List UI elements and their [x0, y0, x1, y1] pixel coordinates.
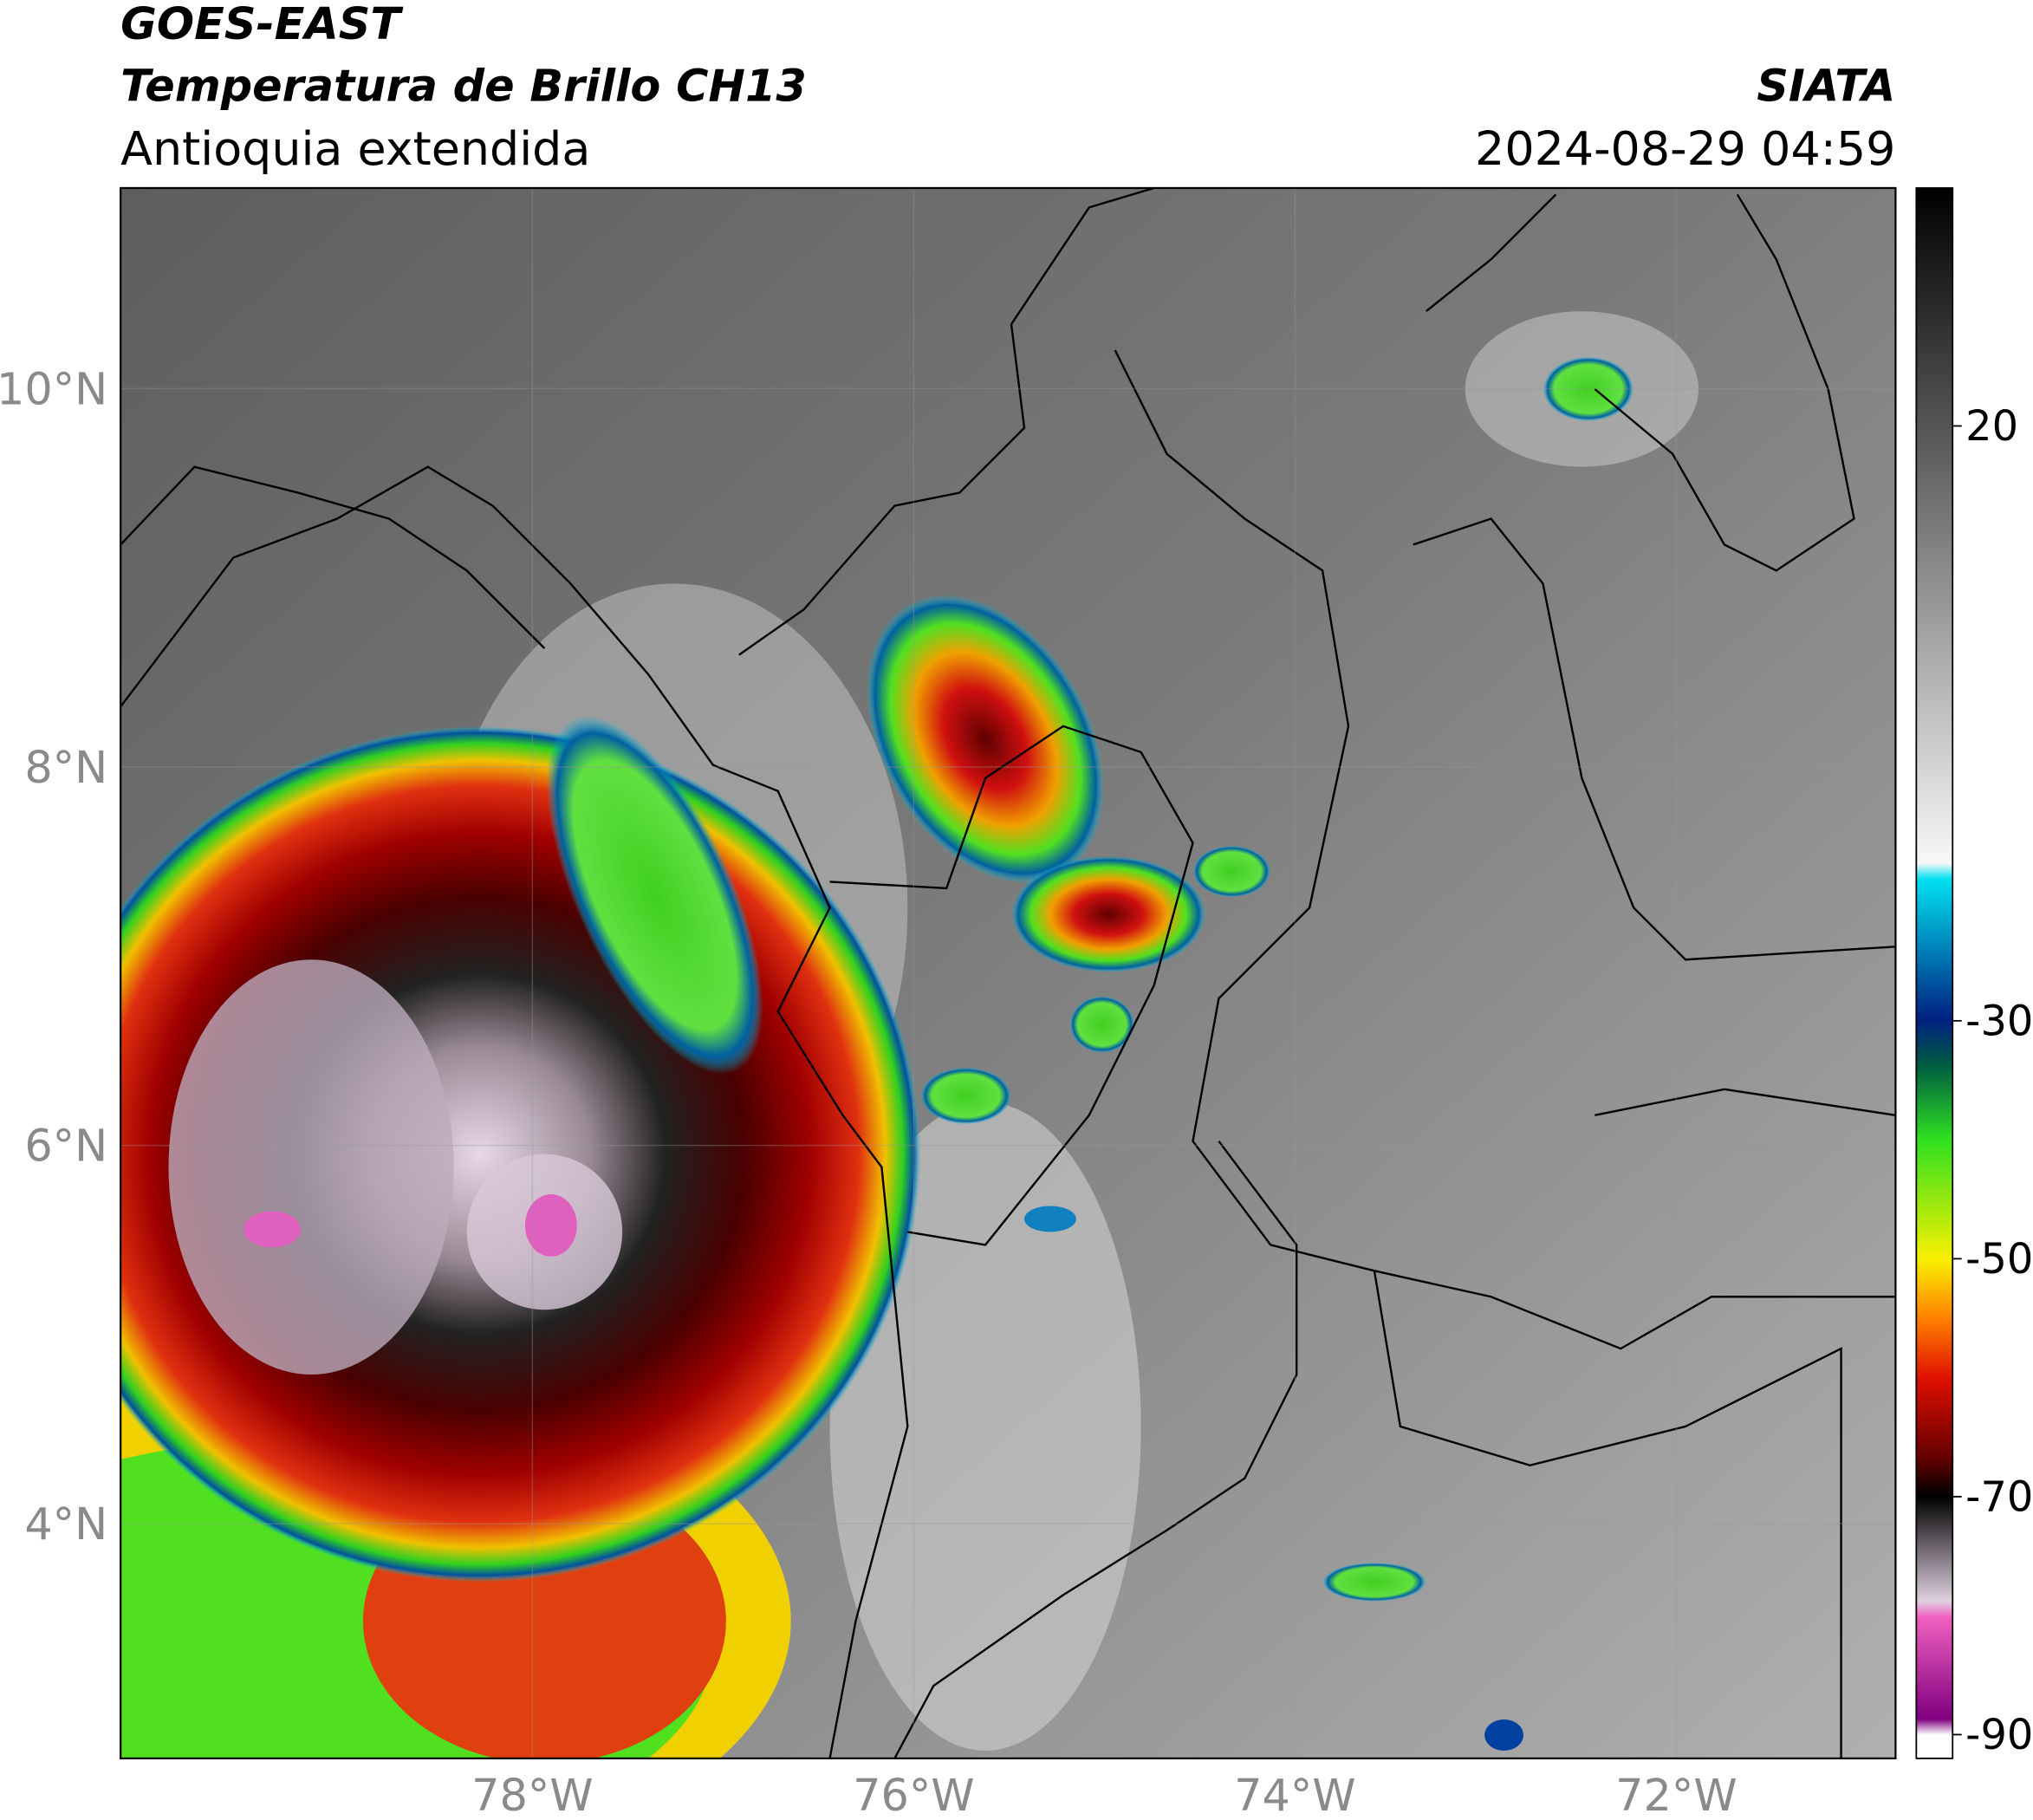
x-tick-label: 78°W — [471, 1770, 593, 1820]
x-tick-label: 74°W — [1234, 1770, 1355, 1820]
colorbar-tick-label: -50 — [1965, 1236, 2033, 1284]
y-tick-label: 6°N — [24, 1121, 107, 1172]
map-frame — [120, 186, 1897, 1760]
x-tick-label: 72°W — [1615, 1770, 1737, 1820]
y-tick-label: 4°N — [24, 1498, 107, 1550]
source-label: SIATA — [1757, 61, 1895, 112]
colorbar — [1915, 187, 1954, 1759]
satellite-title: GOES-EAST — [120, 0, 404, 49]
datetime-label: 2024-08-29 04:59 — [1475, 121, 1895, 176]
borders — [120, 187, 1896, 1758]
grid — [120, 187, 1896, 1758]
x-tick-label: 76°W — [853, 1770, 974, 1820]
region-subtitle: Antioquia extendida — [120, 121, 590, 176]
satellite-image — [120, 187, 1896, 1758]
colorbar-tick-label: -30 — [1965, 998, 2033, 1045]
y-tick-label: 10°N — [0, 363, 107, 414]
product-title: Temperatura de Brillo CH13 — [120, 61, 807, 112]
y-tick-label: 8°N — [24, 742, 107, 793]
colorbar-tick-label: -90 — [1965, 1712, 2033, 1759]
colorbar-tick-label: 20 — [1965, 403, 2018, 451]
colorbar-tick-label: -70 — [1965, 1473, 2033, 1521]
